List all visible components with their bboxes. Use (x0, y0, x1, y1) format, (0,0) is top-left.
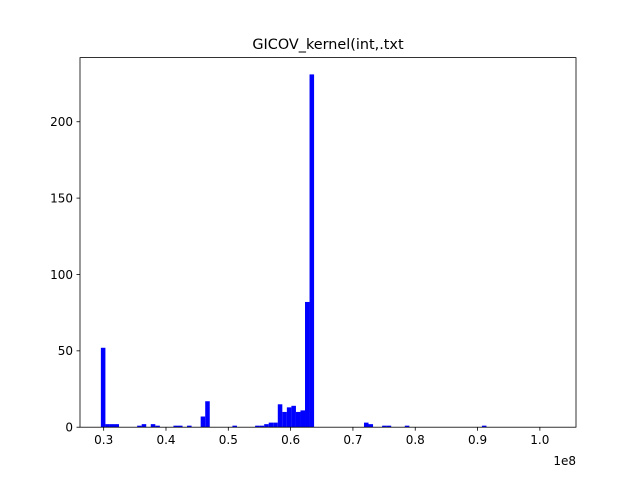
y-tick-label: 150 (50, 191, 73, 205)
histogram-bar (232, 425, 237, 428)
x-tick-label: 0.7 (343, 433, 362, 447)
bars-group (100, 74, 487, 428)
x-tick-label: 0.6 (281, 433, 300, 447)
histogram-bar (282, 411, 287, 428)
x-tick-label: 0.9 (468, 433, 487, 447)
histogram-bar (309, 74, 315, 428)
histogram-bar (264, 424, 269, 428)
histogram-bar (177, 425, 183, 428)
histogram-bar (150, 424, 156, 428)
histogram-bar (268, 422, 274, 428)
x-tick-label: 0.5 (219, 433, 238, 447)
histogram-bar (114, 424, 120, 428)
plot-frame (79, 57, 577, 428)
histogram-bar (255, 425, 260, 428)
histogram-bar (481, 425, 487, 428)
histogram-bar (259, 425, 265, 428)
y-tick-label: 0 (65, 421, 73, 435)
histogram-bar (300, 410, 306, 428)
histogram-bar (141, 424, 147, 428)
y-tick-label: 100 (50, 268, 73, 282)
x-tick-label: 1.0 (530, 433, 549, 447)
histogram-bar (109, 424, 115, 428)
x-offset-label: 1e8 (553, 454, 576, 468)
histogram-bar (277, 404, 283, 428)
x-tick-label: 0.8 (406, 433, 425, 447)
histogram-bar (205, 401, 210, 428)
histogram-bar (173, 425, 178, 428)
histogram-bar (187, 425, 192, 428)
x-tick-label: 0.3 (94, 433, 113, 447)
histogram-bar (137, 425, 142, 428)
histogram-bar (155, 425, 160, 428)
histogram-bar (273, 422, 278, 428)
histogram-bar (295, 411, 301, 428)
histogram-bar (404, 425, 410, 428)
chart-title: GICOV_kernel(int,.txt (252, 37, 404, 53)
histogram-bar (386, 425, 392, 428)
histogram-bar (100, 347, 106, 428)
histogram-bar (286, 407, 292, 428)
histogram-bar (105, 424, 110, 428)
histogram-bar (200, 416, 206, 428)
histogram-bar (382, 425, 387, 428)
histogram-bar (305, 301, 310, 428)
histogram-bar (291, 405, 296, 428)
axes-group: 0.3 0.4 0.5 0.6 0.7 0.8 0.9 1.0 0 50 100 150 200 (50, 115, 549, 447)
histogram-bar (368, 424, 374, 428)
y-tick-label: 200 (50, 115, 73, 129)
y-tick-label: 50 (58, 344, 73, 358)
histogram-bar (363, 422, 369, 428)
x-tick-label: 0.4 (156, 433, 175, 447)
